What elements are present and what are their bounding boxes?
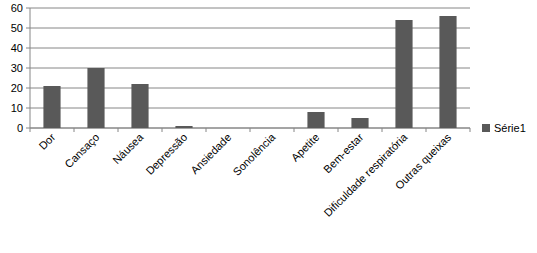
x-tick bbox=[30, 128, 31, 132]
y-tick-label: 50 bbox=[11, 22, 23, 34]
y-tick-label: 0 bbox=[17, 122, 23, 134]
x-tick-label: Sonolência bbox=[230, 130, 278, 178]
bar bbox=[43, 86, 60, 128]
x-tick-label: Depressão bbox=[143, 131, 189, 177]
legend-label: Série1 bbox=[494, 122, 526, 134]
y-tick bbox=[26, 8, 30, 9]
bars bbox=[43, 16, 456, 128]
x-tick-label: Náusea bbox=[110, 130, 146, 166]
bar bbox=[395, 20, 412, 128]
legend-swatch bbox=[482, 124, 490, 132]
x-tick bbox=[74, 128, 75, 132]
bar bbox=[219, 128, 236, 129]
x-tick bbox=[470, 128, 471, 132]
bar bbox=[263, 128, 280, 129]
legend: Série1 bbox=[482, 122, 526, 134]
chart-svg: 0 10 20 30 40 50 60 DorCansaçoNáuseaDepressãoAn… bbox=[0, 0, 537, 253]
y-tick-label: 30 bbox=[11, 62, 23, 74]
y-tick bbox=[26, 48, 30, 49]
x-tick bbox=[338, 128, 339, 132]
bar bbox=[175, 126, 192, 128]
x-tick-label: Dor bbox=[36, 131, 57, 152]
y-tick bbox=[26, 108, 30, 109]
x-tick bbox=[426, 128, 427, 132]
x-tick bbox=[294, 128, 295, 132]
x-tick-label: Cansaço bbox=[62, 131, 101, 170]
x-tick bbox=[118, 128, 119, 132]
bar bbox=[307, 112, 324, 128]
grid-line bbox=[30, 8, 470, 9]
y-tick bbox=[26, 128, 30, 129]
x-tick-label: Apetite bbox=[289, 131, 322, 164]
x-tick-label: Ansiedade bbox=[188, 131, 233, 176]
chart-container: 0 10 20 30 40 50 60 DorCansaçoNáuseaDepressãoAn… bbox=[0, 0, 537, 253]
y-tick bbox=[26, 88, 30, 89]
x-tick-label: Dificuldade respiratória bbox=[321, 130, 410, 219]
bar bbox=[87, 68, 104, 128]
x-tick bbox=[382, 128, 383, 132]
y-tick-label: 40 bbox=[11, 42, 23, 54]
y-axis bbox=[30, 8, 31, 128]
y-tick bbox=[26, 68, 30, 69]
x-tick bbox=[162, 128, 163, 132]
y-tick-label: 60 bbox=[11, 2, 23, 14]
bar bbox=[131, 84, 148, 128]
y-tick bbox=[26, 28, 30, 29]
x-tick-label: Outras queixas bbox=[393, 131, 454, 192]
bar bbox=[439, 16, 456, 128]
bar bbox=[351, 118, 368, 128]
x-tick bbox=[250, 128, 251, 132]
page: {"chart_data": {"type": "bar", "categori… bbox=[0, 0, 537, 253]
x-tick bbox=[206, 128, 207, 132]
y-tick-label: 20 bbox=[11, 82, 23, 94]
x-tick-label: Bem-estar bbox=[321, 131, 366, 176]
y-tick-label: 10 bbox=[11, 102, 23, 114]
